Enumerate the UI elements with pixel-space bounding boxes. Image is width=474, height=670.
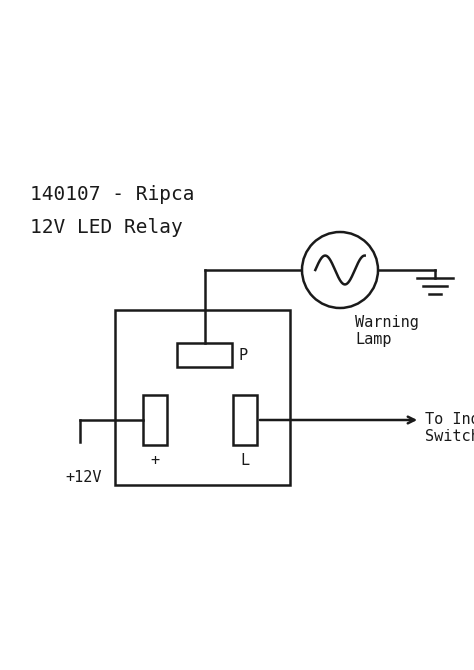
Text: 140107 - Ripca: 140107 - Ripca: [30, 185, 194, 204]
Text: +12V: +12V: [65, 470, 101, 485]
Text: Warning
Lamp: Warning Lamp: [355, 315, 419, 348]
Bar: [177, 343, 233, 367]
Circle shape: [302, 232, 378, 308]
Text: To Indicator
Switch: To Indicator Switch: [425, 412, 474, 444]
Bar: [115, 310, 290, 485]
Bar: [143, 395, 167, 445]
Text: 12V LED Relay: 12V LED Relay: [30, 218, 183, 237]
Text: P: P: [238, 348, 247, 362]
Text: +: +: [150, 453, 160, 468]
Bar: [233, 395, 257, 445]
Text: L: L: [240, 453, 250, 468]
